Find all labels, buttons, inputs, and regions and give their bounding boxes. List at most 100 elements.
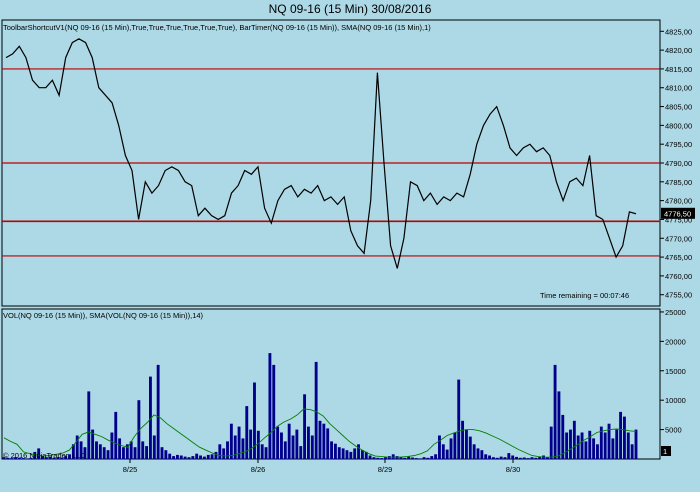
time-remaining-label: Time remaining = 00:07:46 — [540, 291, 630, 300]
volume-bar — [557, 391, 561, 459]
volume-bar — [110, 432, 114, 459]
last-volume-tag — [661, 446, 671, 456]
volume-bar — [256, 430, 260, 459]
volume-bar — [56, 457, 60, 459]
volume-bar — [106, 450, 110, 459]
price-y-tick-label: 4790,00 — [665, 159, 692, 168]
volume-indicator-label: VOL(NQ 09-16 (15 Min)), SMA(VOL(NQ 09-16… — [3, 311, 204, 320]
volume-bar — [272, 364, 276, 459]
price-y-tick-label: 4810,00 — [665, 84, 692, 93]
volume-bar — [530, 457, 534, 459]
volume-bar — [226, 441, 229, 459]
volume-bar — [21, 458, 25, 459]
volume-bar — [341, 448, 345, 459]
price-y-tick-label: 4825,00 — [665, 27, 692, 36]
volume-bar — [526, 458, 530, 459]
volume-bar — [260, 444, 264, 459]
volume-bar — [179, 455, 183, 459]
chart-title: NQ 09-16 (15 Min) 30/08/2016 — [268, 2, 432, 16]
volume-bar — [580, 432, 584, 459]
volume-bar — [299, 446, 303, 459]
x-tick-label: 8/26 — [251, 465, 266, 474]
volume-bar — [457, 379, 461, 459]
volume-bar — [333, 443, 337, 459]
volume-bar — [14, 457, 17, 459]
volume-bar — [37, 448, 41, 459]
volume-bar — [195, 453, 199, 459]
volume-bar — [98, 444, 102, 459]
volume-bar — [507, 453, 511, 459]
volume-bar — [17, 457, 21, 459]
volume-bar — [303, 394, 307, 459]
volume-bar — [565, 432, 569, 459]
volume-bar — [518, 457, 522, 459]
volume-y-tick-label: 10000 — [665, 396, 686, 405]
volume-bar — [411, 457, 414, 459]
volume-bar — [626, 432, 630, 459]
volume-bar — [592, 438, 596, 459]
volume-bar — [168, 453, 172, 459]
volume-bar — [276, 426, 280, 459]
volume-bar — [133, 447, 137, 459]
volume-bar — [368, 455, 372, 459]
price-y-tick-label: 4775,00 — [665, 215, 692, 224]
volume-bar — [391, 454, 395, 459]
current-price-tag — [661, 207, 695, 219]
volume-bar — [615, 429, 619, 459]
volume-bar — [630, 444, 634, 459]
volume-bar — [122, 447, 125, 459]
volume-bar — [407, 456, 411, 459]
volume-bar — [2, 457, 6, 459]
volume-bar — [326, 428, 330, 459]
volume-bar — [206, 454, 210, 459]
volume-y-tick-label: 15000 — [665, 367, 686, 376]
volume-bar — [445, 449, 449, 459]
volume-bar — [399, 457, 403, 459]
volume-bar — [68, 454, 71, 459]
current-price-tag-text: 4776,50 — [664, 209, 691, 218]
volume-bar — [499, 456, 503, 459]
volume-bar — [623, 416, 626, 459]
volume-bar — [596, 444, 599, 459]
volume-bar — [538, 456, 542, 459]
volume-bar — [268, 353, 272, 459]
volume-bar — [318, 420, 322, 459]
volume-bar — [495, 457, 499, 459]
price-y-tick-label: 4800,00 — [665, 121, 692, 130]
volume-bar — [48, 456, 52, 459]
volume-bar — [280, 432, 283, 459]
volume-bar — [33, 451, 37, 459]
x-tick-label: 8/25 — [123, 465, 138, 474]
volume-bar — [71, 444, 75, 459]
volume-bar — [249, 429, 253, 459]
volume-bar — [118, 438, 122, 459]
volume-bar — [476, 448, 480, 459]
volume-bar — [403, 457, 407, 459]
volume-bar — [549, 426, 553, 459]
volume-bar — [156, 364, 160, 459]
volume-bar — [233, 435, 237, 459]
price-y-tick-label: 4780,00 — [665, 197, 692, 206]
volume-bar — [149, 376, 152, 459]
volume-bar — [553, 364, 557, 459]
volume-bar — [152, 435, 156, 459]
volume-bar — [283, 441, 287, 459]
volume-bar — [619, 411, 623, 459]
volume-bar — [175, 454, 179, 459]
volume-bar — [588, 430, 592, 459]
volume-bar — [172, 456, 175, 459]
volume-bar — [199, 455, 202, 459]
volume-bar — [87, 391, 91, 459]
volume-bar — [95, 441, 98, 459]
volume-bar — [430, 456, 434, 459]
volume-bar — [160, 447, 164, 459]
volume-bar — [441, 444, 445, 459]
volume-bar — [314, 361, 318, 459]
volume-bar — [353, 448, 357, 459]
price-y-tick-label: 4760,00 — [665, 272, 692, 281]
price-y-tick-label: 4820,00 — [665, 46, 692, 55]
volume-bar — [222, 448, 226, 459]
volume-bar — [603, 432, 607, 459]
